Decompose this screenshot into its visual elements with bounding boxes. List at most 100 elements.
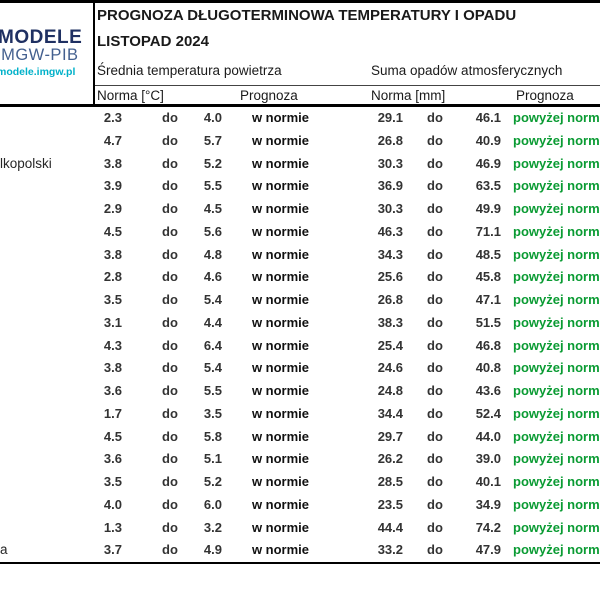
precip-forecast-value: powyżej norm: [513, 132, 600, 148]
temp-norm-high: 5.2: [203, 155, 222, 171]
temp-do-label: do: [162, 201, 178, 216]
precip-do-label: do: [427, 201, 443, 216]
temp-norm-low: 3.8: [103, 246, 122, 262]
precip-norm-high: 45.8: [475, 269, 501, 285]
group-header-precipitation: Suma opadów atmosferycznych: [371, 63, 563, 78]
precip-norm-low: 29.1: [377, 110, 403, 125]
precip-norm-low: 34.4: [377, 405, 403, 421]
precip-norm-high: 34.9: [475, 496, 501, 512]
precip-do-label: do: [427, 496, 443, 512]
table-row: 4.5 do 5.6 w normie 46.3 do 71.1 powyżej…: [0, 221, 600, 244]
temp-norm-high: 5.8: [203, 428, 222, 444]
column-header-temp-forecast: Prognoza: [240, 88, 298, 103]
precip-do-label: do: [427, 269, 443, 285]
temp-norm-low: 3.5: [103, 474, 122, 489]
temp-forecast-value: w normie: [251, 292, 310, 307]
temp-norm-low: 4.3: [103, 337, 122, 353]
city-name: [0, 130, 88, 153]
header-bottom-border: [0, 104, 600, 107]
table-row: lkopolski 3.8 do 5.2 w normie 30.3 do 46…: [0, 153, 600, 176]
table-row: 2.8 do 4.6 w normie 25.6 do 45.8 powyżej…: [0, 266, 600, 289]
table-row: 4.0 do 6.0 w normie 23.5 do 34.9 powyżej…: [0, 494, 600, 517]
precip-do-label: do: [427, 542, 443, 558]
temp-do-label: do: [162, 269, 178, 285]
temp-norm-low: 4.5: [103, 428, 122, 444]
logo-url-link[interactable]: modele.imgw.pl: [0, 66, 76, 78]
precip-do-label: do: [427, 474, 443, 489]
city-name: [0, 335, 88, 358]
city-name: [0, 312, 88, 335]
precip-norm-high: 46.1: [475, 110, 501, 125]
column-header-precip-norm: Norma [mm]: [371, 88, 446, 103]
precip-norm-high: 40.9: [475, 132, 501, 148]
precip-norm-high: 40.1: [475, 474, 501, 489]
precip-norm-low: 24.8: [377, 383, 403, 398]
precip-norm-low: 25.4: [377, 337, 403, 353]
precip-forecast-value: powyżej norm: [513, 360, 600, 376]
temp-do-label: do: [162, 383, 178, 398]
temp-norm-low: 1.7: [103, 405, 122, 421]
precip-do-label: do: [427, 132, 443, 148]
temp-norm-low: 4.5: [103, 223, 122, 239]
table-row: 4.5 do 5.8 w normie 29.7 do 44.0 powyżej…: [0, 426, 600, 449]
temp-norm-low: 4.0: [103, 496, 122, 512]
precip-do-label: do: [427, 337, 443, 353]
temp-do-label: do: [162, 405, 178, 421]
precip-forecast-value: powyżej norm: [513, 178, 600, 194]
precip-forecast-value: powyżej norm: [513, 110, 600, 125]
city-name: [0, 175, 88, 198]
temp-norm-low: 3.9: [103, 178, 122, 194]
precip-forecast-value: powyżej norm: [513, 542, 600, 558]
temp-do-label: do: [162, 314, 178, 330]
table-row: 3.6 do 5.1 w normie 26.2 do 39.0 powyżej…: [0, 448, 600, 471]
table-row: 1.3 do 3.2 w normie 44.4 do 74.2 powyżej…: [0, 517, 600, 540]
temp-norm-high: 3.5: [203, 405, 222, 421]
city-name: lkopolski: [0, 155, 52, 171]
temp-forecast-value: w normie: [251, 178, 310, 194]
precip-norm-low: 36.9: [377, 178, 403, 194]
precip-forecast-value: powyżej norm: [513, 474, 600, 489]
temp-do-label: do: [162, 292, 178, 307]
precip-forecast-value: powyżej norm: [513, 314, 600, 330]
precip-norm-high: 51.5: [475, 314, 501, 330]
temp-do-label: do: [162, 360, 178, 376]
table-row: 1.7 do 3.5 w normie 34.4 do 52.4 powyżej…: [0, 403, 600, 426]
top-border: [0, 0, 600, 3]
temp-norm-high: 5.4: [203, 292, 222, 307]
table-row: 3.5 do 5.4 w normie 26.8 do 47.1 powyżej…: [0, 289, 600, 312]
precip-norm-high: 47.1: [475, 292, 501, 307]
column-header-precip-forecast: Prognoza: [516, 88, 574, 103]
precip-forecast-value: powyżej norm: [513, 269, 600, 285]
temp-norm-high: 4.9: [203, 542, 222, 558]
city-name: [0, 266, 88, 289]
header-vertical-divider: [93, 0, 95, 106]
city-name: [0, 380, 88, 403]
table-row: a 3.7 do 4.9 w normie 33.2 do 47.9 powyż…: [0, 539, 600, 562]
precip-norm-high: 39.0: [475, 451, 501, 467]
temp-norm-high: 4.4: [203, 314, 222, 330]
city-name: [0, 494, 88, 517]
precip-do-label: do: [427, 223, 443, 239]
city-name: [0, 289, 88, 312]
temp-norm-high: 6.4: [203, 337, 222, 353]
temp-forecast-value: w normie: [251, 360, 310, 376]
page-subtitle-month: LISTOPAD 2024: [97, 33, 209, 50]
precip-norm-high: 74.2: [475, 519, 501, 535]
table-row: 3.8 do 5.4 w normie 24.6 do 40.8 powyżej…: [0, 357, 600, 380]
temp-norm-high: 4.8: [203, 246, 222, 262]
temp-forecast-value: w normie: [251, 110, 310, 125]
temp-norm-high: 6.0: [203, 496, 222, 512]
city-name: [0, 244, 88, 267]
temp-norm-high: 5.4: [203, 360, 222, 376]
temp-norm-high: 5.7: [203, 132, 222, 148]
precip-do-label: do: [427, 451, 443, 467]
precip-norm-high: 52.4: [475, 405, 501, 421]
temp-norm-high: 5.5: [203, 383, 222, 398]
temp-do-label: do: [162, 542, 178, 558]
precip-norm-low: 29.7: [377, 428, 403, 444]
temp-forecast-value: w normie: [251, 519, 310, 535]
temp-norm-low: 2.3: [103, 110, 122, 125]
precip-norm-high: 46.9: [475, 155, 501, 171]
precip-norm-low: 25.6: [377, 269, 403, 285]
precip-norm-high: 40.8: [475, 360, 501, 376]
